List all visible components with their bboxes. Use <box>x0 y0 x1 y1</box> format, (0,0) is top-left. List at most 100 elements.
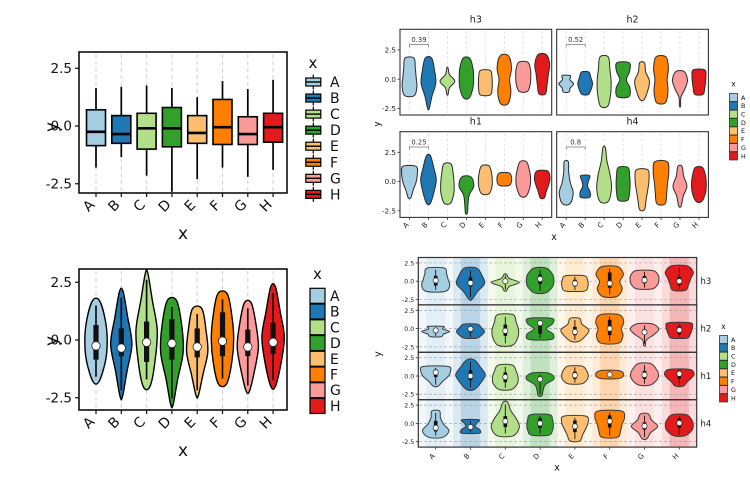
legend-label: A <box>731 337 736 344</box>
x-tick-label: G <box>671 220 681 230</box>
legend-label: D <box>330 123 341 139</box>
violin-shape <box>615 61 631 99</box>
legend-label: C <box>731 354 736 361</box>
panel-border <box>399 28 553 116</box>
violin-shape <box>440 162 455 205</box>
panel-border <box>78 51 288 194</box>
y-tick-label: -2.5 <box>382 104 396 113</box>
violin-shape <box>515 160 532 198</box>
violin-shape <box>558 159 574 206</box>
y-tick-label: 2.5 <box>404 308 414 315</box>
y-tick-label: 2.5 <box>51 275 72 291</box>
median-dot <box>467 280 474 286</box>
legend-key <box>719 335 728 344</box>
axis-title-y: y <box>42 122 62 132</box>
x-tick-label: C <box>439 220 449 230</box>
legend-key <box>309 334 326 352</box>
inner-box <box>219 312 226 357</box>
box <box>237 115 259 146</box>
legend-label: G <box>741 145 746 152</box>
violin-shape <box>458 175 475 215</box>
facet-strip-label: h4 <box>627 117 639 128</box>
violin-shape <box>420 153 437 206</box>
y-tick-label: -2.5 <box>382 206 396 215</box>
median-dot <box>142 337 152 347</box>
median-dot <box>243 342 253 352</box>
legend-label: E <box>741 128 745 135</box>
annotation-bracket <box>565 146 586 150</box>
legend-key <box>309 319 326 336</box>
legend-label: B <box>330 305 340 321</box>
x-tick-label: D <box>532 452 541 461</box>
x-tick-label: C <box>131 197 149 215</box>
x-tick-label: B <box>463 452 472 461</box>
x-tick-label: A <box>80 197 98 215</box>
facet-strip-label: h1 <box>470 117 482 128</box>
violin-shape <box>515 60 532 93</box>
x-tick-label: B <box>105 197 123 215</box>
median-dot <box>676 278 683 285</box>
x-tick-label: G <box>514 220 524 230</box>
legend-key <box>719 385 728 395</box>
median-dot <box>268 337 278 347</box>
violin-shape <box>596 145 613 204</box>
box <box>111 114 132 145</box>
faceted-violin-rows-chart: 2.5 0.0 -2.5 h3 2.5 0.0 -2.5 h2 2.5 0.0 -2.5 h1 2.5 0… <box>375 256 736 474</box>
y-tick-label: -2.5 <box>46 176 72 192</box>
inner-box <box>607 272 612 288</box>
x-tick-label: G <box>231 197 250 216</box>
legend-key <box>719 351 728 361</box>
legend-label: H <box>330 399 341 415</box>
facet-strip-label: h3 <box>470 14 482 25</box>
box <box>85 109 107 147</box>
y-tick-label: 0.0 <box>404 326 414 333</box>
y-tick-label: 0.0 <box>404 421 414 428</box>
legend-key <box>309 382 326 399</box>
x-tick-label: E <box>633 220 643 230</box>
median-dot <box>571 423 578 430</box>
violin-shape <box>577 70 594 96</box>
legend-label: D <box>741 120 746 127</box>
facet-strip-label: h2 <box>701 325 712 335</box>
median-dot <box>432 277 439 284</box>
median-dot <box>537 420 544 427</box>
y-tick-label: 0.0 <box>404 373 414 380</box>
axis-title-x: x <box>178 224 188 244</box>
x-tick-label: D <box>156 414 175 433</box>
violin-shape <box>496 171 513 187</box>
panel-border <box>556 131 709 218</box>
x-tick-label: E <box>567 452 576 461</box>
median-dot <box>641 329 648 336</box>
median-dot <box>537 320 544 327</box>
facet-strip-label: h3 <box>701 277 712 287</box>
legend-label: F <box>330 155 338 171</box>
legend-key <box>729 151 738 161</box>
x-tick-label: H <box>690 220 700 230</box>
y-tick-label: 2.5 <box>404 355 414 362</box>
violin-shape <box>401 56 418 98</box>
violin-shape <box>458 56 475 100</box>
legend-label: H <box>731 395 736 402</box>
median-dot <box>571 372 578 379</box>
y-tick-label: -2.5 <box>402 439 414 446</box>
violin-shape <box>596 54 612 109</box>
x-tick-label: F <box>602 452 611 461</box>
x-tick-label: A <box>80 414 98 432</box>
x-tick-label: H <box>257 414 276 433</box>
legend-key <box>729 126 738 136</box>
legend-label: G <box>731 387 736 394</box>
violin-shape <box>615 165 631 202</box>
x-tick-label: A <box>428 452 437 461</box>
legend-title: x <box>721 322 726 331</box>
x-tick-label: F <box>653 220 662 229</box>
legend-key <box>719 393 728 403</box>
y-tick-label: 2.5 <box>404 403 414 410</box>
violin-shape <box>652 159 670 206</box>
y-tick-label: -2.5 <box>46 390 72 406</box>
x-tick-label: H <box>671 452 680 461</box>
violin-shape <box>439 66 456 96</box>
violin-shape <box>420 56 437 111</box>
legend-label: B <box>741 103 745 110</box>
median-dot <box>467 373 474 379</box>
x-tick-label: D <box>457 220 468 231</box>
